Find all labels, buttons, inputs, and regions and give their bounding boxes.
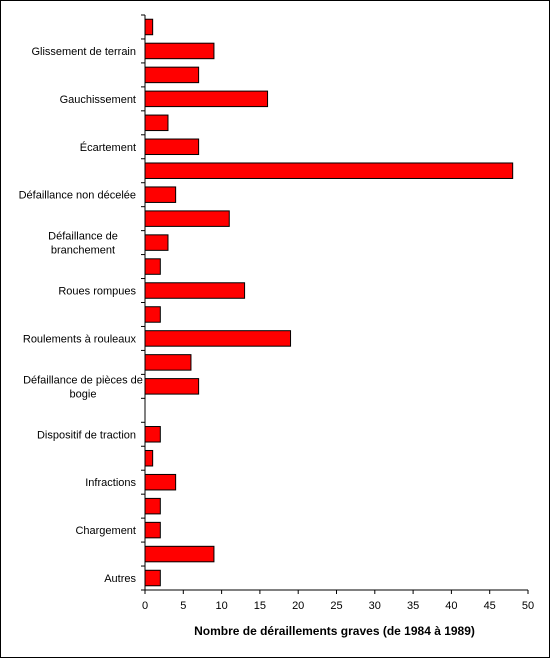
bar-3 bbox=[144, 66, 200, 84]
category-label-line: Défaillance de pièces de bbox=[23, 374, 143, 386]
x-tick-label-45: 45 bbox=[484, 600, 496, 612]
category-label-11: Chargement bbox=[75, 525, 136, 537]
bar-22 bbox=[144, 521, 161, 539]
category-label-line: Autres bbox=[104, 573, 136, 585]
category-label-line: Gauchissement bbox=[60, 94, 136, 106]
x-tick-label-20: 20 bbox=[292, 600, 304, 612]
x-tick-label-40: 40 bbox=[445, 600, 457, 612]
category-label-7: Roulements à rouleaux bbox=[23, 333, 137, 345]
category-label-line: Glissement de terrain bbox=[31, 46, 136, 58]
category-label-line: Chargement bbox=[75, 525, 136, 537]
category-label-line: bogie bbox=[70, 388, 97, 400]
bar-11 bbox=[144, 258, 161, 275]
bar-12 bbox=[144, 282, 246, 299]
category-label-5: Défaillance de branchement bbox=[48, 231, 118, 257]
bar-5 bbox=[144, 114, 169, 132]
category-label-line: branchement bbox=[51, 245, 115, 257]
x-tick-label-0: 0 bbox=[142, 600, 148, 612]
bar-23 bbox=[144, 545, 215, 563]
category-label-line: Défaillance non décelée bbox=[19, 190, 136, 202]
x-ticks-group: 0 5 10 15 20 25 30 35 40 45 50 bbox=[142, 590, 534, 612]
category-label-3: Écartement bbox=[80, 141, 136, 154]
x-tick-label-5: 5 bbox=[180, 600, 186, 612]
bar-6 bbox=[144, 138, 200, 156]
category-label-line: Roulements à rouleaux bbox=[23, 333, 137, 345]
bar-1 bbox=[144, 18, 154, 36]
bars-group bbox=[144, 18, 514, 587]
bar-20 bbox=[144, 473, 177, 491]
bar-15 bbox=[144, 354, 192, 371]
x-axis-title: Nombre de déraillements graves (de 1984 … bbox=[194, 624, 475, 638]
category-label-10: Infractions bbox=[85, 477, 136, 489]
category-label-9: Dispositif de traction bbox=[37, 429, 136, 441]
bar-9 bbox=[144, 210, 230, 227]
x-tick-label-15: 15 bbox=[254, 600, 266, 612]
category-label-line: Infractions bbox=[85, 477, 136, 489]
bar-19 bbox=[144, 449, 154, 467]
bar-14 bbox=[144, 330, 292, 347]
x-tick-label-30: 30 bbox=[369, 600, 381, 612]
category-label-4: Défaillance non décelée bbox=[19, 190, 136, 202]
category-label-8: Défaillance de pièces de bogie bbox=[23, 374, 143, 400]
x-tick-label-50: 50 bbox=[522, 600, 534, 612]
x-tick-label-10: 10 bbox=[215, 600, 227, 612]
category-label-line: Défaillance de bbox=[48, 231, 118, 243]
category-label-1: Glissement de terrain bbox=[31, 46, 136, 58]
bar-18 bbox=[144, 426, 161, 443]
category-label-2: Gauchissement bbox=[60, 94, 136, 106]
category-label-line: Roues rompues bbox=[58, 286, 136, 298]
bar-24 bbox=[144, 569, 161, 587]
category-label-12: Autres bbox=[104, 573, 136, 585]
x-tick-label-25: 25 bbox=[330, 600, 342, 612]
bar-16 bbox=[144, 378, 200, 395]
category-label-line: Dispositif de traction bbox=[37, 429, 136, 441]
bar-21 bbox=[144, 497, 161, 515]
bar-7 bbox=[144, 162, 514, 179]
category-label-line: Écartement bbox=[80, 141, 136, 154]
x-tick-label-35: 35 bbox=[407, 600, 419, 612]
bar-2 bbox=[144, 42, 215, 60]
category-labels-group: Glissement de terrain Gauchissement Écarte… bbox=[19, 46, 143, 585]
bar-8 bbox=[144, 186, 177, 203]
bar-10 bbox=[144, 234, 169, 251]
bar-4 bbox=[144, 90, 269, 108]
bar-13 bbox=[144, 306, 161, 323]
category-label-6: Roues rompues bbox=[58, 286, 136, 298]
